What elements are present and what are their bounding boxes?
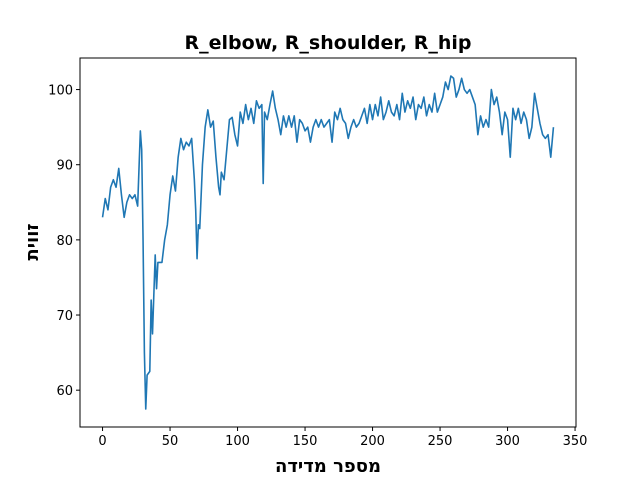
- data-line: [101, 75, 555, 410]
- x-tick-label: 0: [98, 434, 106, 449]
- y-tick-label: 90: [56, 159, 73, 174]
- x-tick-label: 50: [162, 434, 179, 449]
- x-axis-label: מספר מדידה: [275, 456, 381, 477]
- y-tick-label: 70: [56, 309, 73, 324]
- x-tick-label: 150: [293, 434, 318, 449]
- x-tick-label: 250: [428, 434, 453, 449]
- x-tick-label: 100: [225, 434, 250, 449]
- x-tick-label: 350: [563, 434, 588, 449]
- chart-title: R_elbow, R_shoulder, R_hip: [184, 32, 471, 54]
- plot-frame: [79, 57, 577, 428]
- y-axis-label: זווית: [22, 223, 43, 260]
- x-tick-label: 300: [495, 434, 520, 449]
- y-tick-label: 60: [56, 384, 73, 399]
- x-tick-label: 200: [360, 434, 385, 449]
- y-tick-label: 80: [56, 234, 73, 249]
- y-tick-label: 100: [48, 84, 73, 99]
